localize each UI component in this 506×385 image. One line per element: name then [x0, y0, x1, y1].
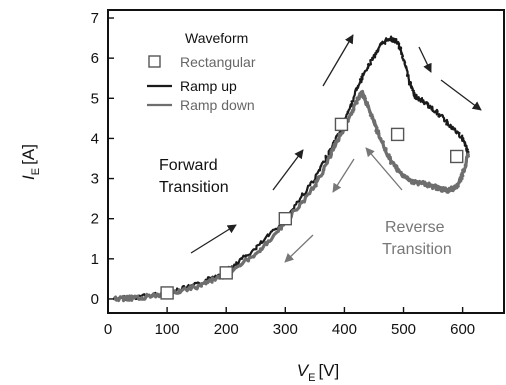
y-axis-ticks: 0 1 2 3 4 5 6 7: [91, 10, 114, 308]
rectangular-marker: [278, 211, 293, 226]
x-axis-label: VE [V]: [297, 361, 339, 384]
y-tick-label: 6: [91, 50, 99, 67]
x-tick-label: 200: [214, 321, 239, 338]
y-tick-label: 2: [91, 211, 99, 228]
annotation-reverse-transition: Reverse Transition: [382, 219, 452, 258]
forward-arrow-3: [322, 34, 354, 87]
forward-arrow-5: [440, 79, 482, 111]
plot-markers: [160, 117, 464, 300]
reverse-arrow-2: [284, 234, 314, 263]
reverse-arrow-1: [332, 158, 355, 193]
reverse-arrows: [284, 147, 403, 263]
x-tick-label: 300: [273, 321, 298, 338]
plot-frame: [107, 9, 505, 314]
x-tick-label: 400: [332, 321, 357, 338]
forward-arrow-2: [272, 149, 304, 191]
x-tick-label: 0: [104, 321, 112, 338]
y-tick-label: 0: [91, 291, 99, 308]
plot-series: [112, 35, 471, 303]
x-tick-label: 100: [155, 321, 180, 338]
y-axis-label: IE[A]: [19, 144, 42, 180]
legend-label-rectangular: Rectangular: [180, 54, 256, 70]
y-tick-label: 4: [91, 130, 99, 147]
y-tick-label: 5: [91, 90, 99, 107]
series-line-ramp-down: [112, 89, 471, 303]
rectangular-marker: [334, 117, 349, 132]
y-tick-label: 7: [91, 10, 99, 27]
y-tick-label: 1: [91, 251, 99, 268]
x-axis-ticks: 0 100 200 300 400 500 600: [104, 307, 475, 338]
y-tick-label: 3: [91, 171, 99, 188]
x-tick-label: 500: [391, 321, 416, 338]
rectangular-marker: [450, 149, 464, 164]
rectangular-marker: [390, 127, 405, 142]
x-tick-label: 600: [450, 321, 475, 338]
legend: Waveform Rectangular Ramp up Ramp down: [147, 30, 256, 113]
legend-label-ramp-up: Ramp up: [180, 78, 237, 94]
rectangular-marker: [219, 266, 233, 280]
legend-title: Waveform: [185, 30, 248, 46]
forward-arrow-1: [190, 224, 237, 254]
rectangular-marker: [160, 286, 174, 300]
forward-arrows: [190, 34, 482, 254]
forward-arrow-4: [418, 46, 432, 73]
annotation-forward-transition: Forward Transition: [159, 157, 229, 196]
reverse-arrow-3: [365, 147, 403, 191]
legend-label-ramp-down: Ramp down: [180, 97, 255, 113]
legend-marker-rectangular: [148, 55, 161, 68]
